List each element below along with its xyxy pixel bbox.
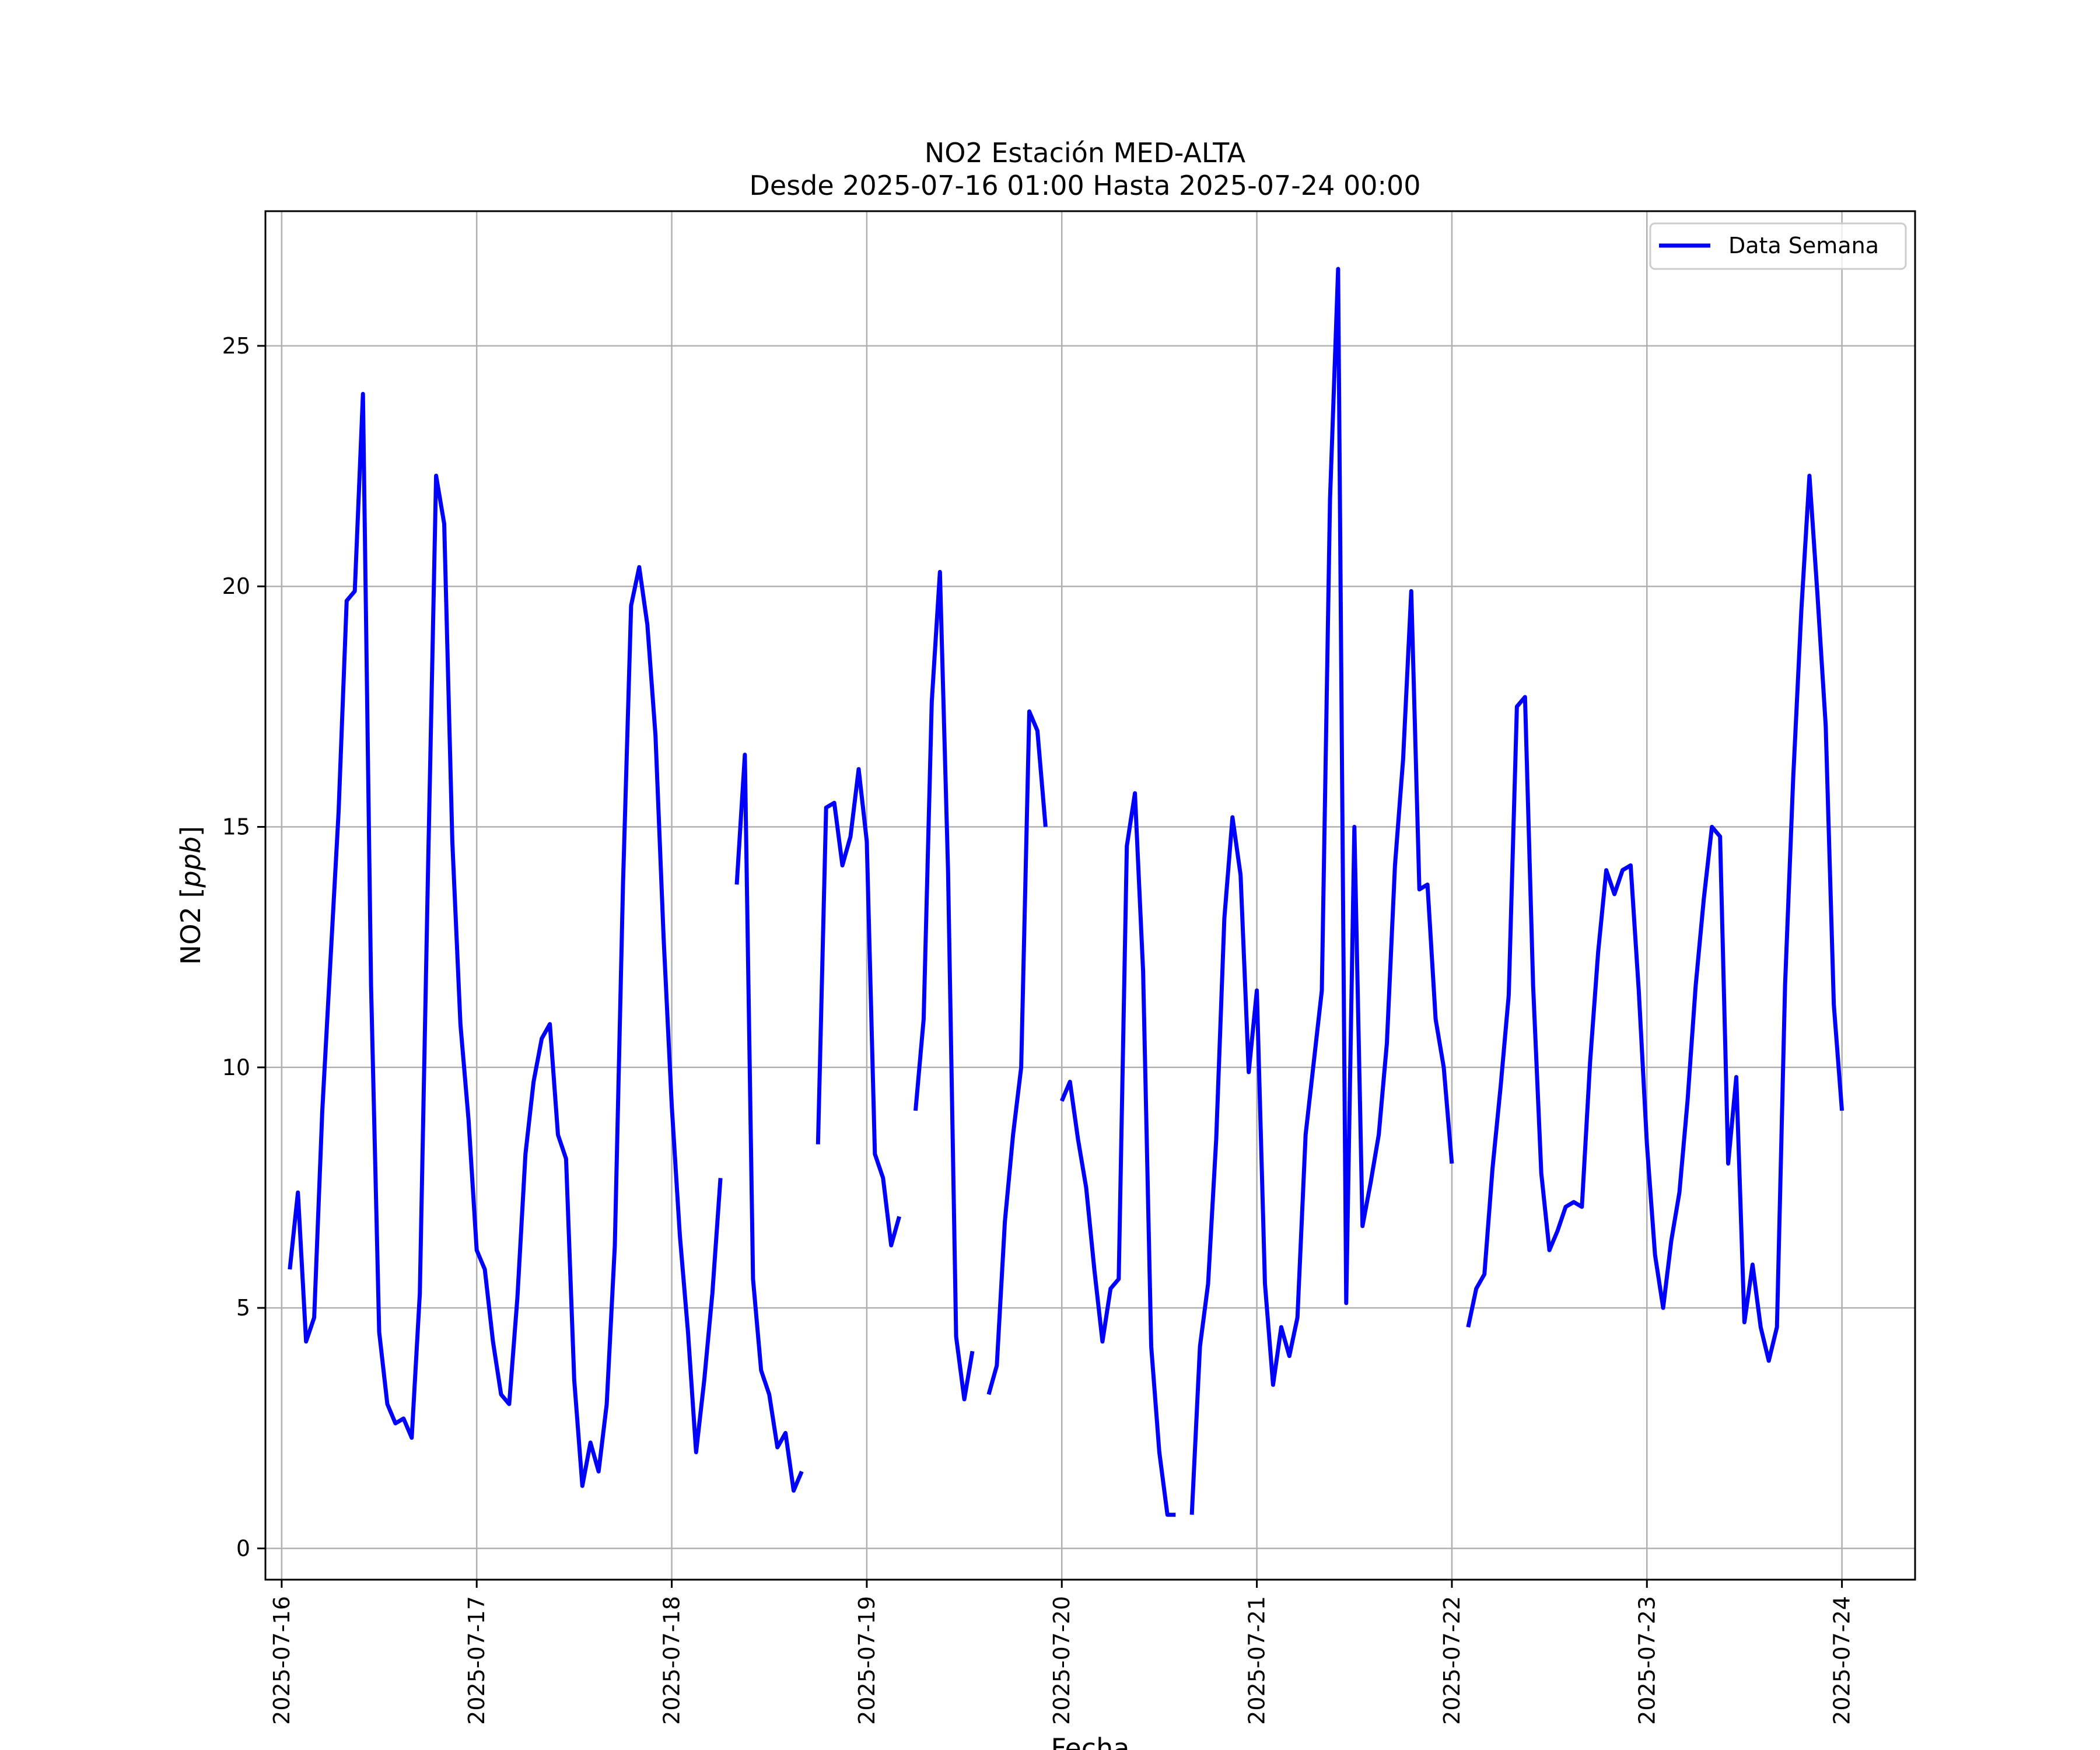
- y-axis-label-close: ]: [175, 826, 206, 836]
- y-axis-label-main: NO2 [: [175, 888, 206, 965]
- y-axis: 0 5 10 15 20 25: [222, 333, 265, 1561]
- chart-title: NO2 Estación MED-ALTA: [925, 137, 1246, 169]
- legend-label: Data Semana: [1728, 233, 1879, 258]
- series-line-segment-6: [1189, 267, 1454, 1515]
- y-tick-label: 5: [236, 1295, 250, 1321]
- x-axis-label: Fecha: [1051, 1732, 1130, 1750]
- y-tick-label: 0: [236, 1535, 250, 1561]
- x-tick-label: 2025-07-22: [1439, 1596, 1465, 1725]
- series-line-segment-5: [1059, 791, 1176, 1517]
- x-tick-label: 2025-07-17: [464, 1596, 489, 1725]
- series-line-segment-3: [914, 570, 975, 1402]
- series-line-segment-1: [734, 752, 804, 1493]
- x-tick-label: 2025-07-18: [659, 1596, 685, 1725]
- x-tick-label: 2025-07-20: [1049, 1596, 1074, 1725]
- y-tick-label: 15: [222, 814, 250, 839]
- series-line-segment-4: [986, 709, 1048, 1395]
- series-line-segment-2: [816, 767, 901, 1248]
- x-tick-label: 2025-07-21: [1244, 1596, 1270, 1725]
- x-tick-label: 2025-07-24: [1829, 1596, 1855, 1725]
- chart-subtitle: Desde 2025-07-16 01:00 Hasta 2025-07-24 …: [749, 170, 1420, 201]
- legend: Data Semana: [1649, 222, 1907, 270]
- y-tick-label: 20: [222, 573, 250, 599]
- y-tick-label: 25: [222, 333, 250, 359]
- series-line-segment-7: [1466, 474, 1845, 1363]
- x-tick-label: 2025-07-23: [1634, 1596, 1660, 1725]
- x-axis: 2025-07-16 2025-07-17 2025-07-18 2025-07-19…: [269, 1580, 1855, 1725]
- series-line-segment-0: [288, 391, 723, 1488]
- y-axis-label-unit: ppb: [175, 836, 206, 888]
- series-data-semana: [288, 267, 1845, 1517]
- plot-frame: [264, 210, 1916, 1581]
- y-axis-label: NO2 [ppb]: [175, 826, 206, 965]
- y-tick-label: 10: [222, 1055, 250, 1080]
- x-tick-label: 2025-07-19: [854, 1596, 880, 1725]
- grid: [265, 211, 1915, 1580]
- legend-box: [1649, 222, 1907, 270]
- x-tick-label: 2025-07-16: [269, 1596, 295, 1725]
